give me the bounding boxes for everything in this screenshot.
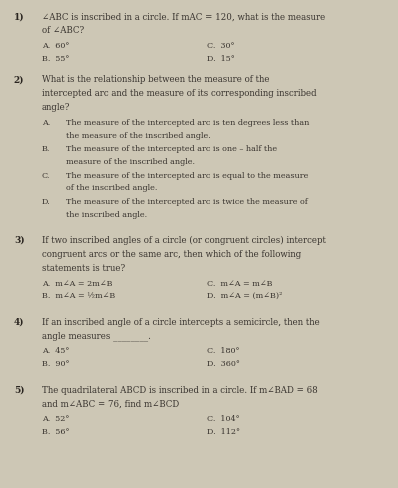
Text: B.  55°: B. 55° — [42, 55, 69, 62]
Text: angle measures ________.: angle measures ________. — [42, 332, 151, 341]
Text: B.  56°: B. 56° — [42, 428, 69, 436]
Text: B.: B. — [42, 145, 50, 153]
Text: The measure of the intercepted arc is one – half the: The measure of the intercepted arc is on… — [66, 145, 277, 153]
Text: The measure of the intercepted arc is ten degrees less than: The measure of the intercepted arc is te… — [66, 119, 309, 127]
Text: 3): 3) — [14, 236, 25, 245]
Text: If an inscribed angle of a circle intercepts a semicircle, then the: If an inscribed angle of a circle interc… — [42, 318, 320, 326]
Text: The measure of the intercepted arc is equal to the measure: The measure of the intercepted arc is eq… — [66, 172, 308, 180]
Text: B.  m∠A = ½m∠B: B. m∠A = ½m∠B — [42, 292, 115, 300]
Text: D.: D. — [42, 198, 51, 206]
Text: of ∠ABC?: of ∠ABC? — [42, 26, 84, 35]
Text: C.  30°: C. 30° — [207, 42, 234, 50]
Text: angle?: angle? — [42, 103, 70, 112]
Text: of the inscribed angle.: of the inscribed angle. — [66, 184, 157, 192]
Text: D.  m∠A = (m∠B)²: D. m∠A = (m∠B)² — [207, 292, 282, 300]
Text: 4): 4) — [14, 318, 24, 326]
Text: the inscribed angle.: the inscribed angle. — [66, 211, 147, 219]
Text: intercepted arc and the measure of its corresponding inscribed: intercepted arc and the measure of its c… — [42, 89, 316, 98]
Text: A.  m∠A = 2m∠B: A. m∠A = 2m∠B — [42, 280, 112, 287]
Text: A.  45°: A. 45° — [42, 347, 69, 355]
Text: and m∠ABC = 76, find m∠BCD: and m∠ABC = 76, find m∠BCD — [42, 400, 179, 408]
Text: The measure of the intercepted arc is twice the measure of: The measure of the intercepted arc is tw… — [66, 198, 307, 206]
Text: D.  360°: D. 360° — [207, 360, 240, 368]
Text: ∠ABC is inscribed in a circle. If mAC = 120, what is the measure: ∠ABC is inscribed in a circle. If mAC = … — [42, 12, 325, 21]
Text: the measure of the inscribed angle.: the measure of the inscribed angle. — [66, 132, 211, 140]
Text: D.  15°: D. 15° — [207, 55, 235, 62]
Text: B.  90°: B. 90° — [42, 360, 69, 368]
Text: C.  104°: C. 104° — [207, 415, 240, 423]
Text: If two inscribed angles of a circle (or congruent circles) intercept: If two inscribed angles of a circle (or … — [42, 236, 326, 245]
Text: 1): 1) — [14, 12, 25, 21]
Text: The quadrilateral ABCD is inscribed in a circle. If m∠BAD = 68: The quadrilateral ABCD is inscribed in a… — [42, 386, 318, 394]
Text: C.  180°: C. 180° — [207, 347, 240, 355]
Text: 2): 2) — [14, 75, 24, 84]
Text: D.  112°: D. 112° — [207, 428, 240, 436]
Text: What is the relationship between the measure of the: What is the relationship between the mea… — [42, 75, 269, 84]
Text: A.  60°: A. 60° — [42, 42, 69, 50]
Text: measure of the inscribed angle.: measure of the inscribed angle. — [66, 158, 195, 166]
Text: statements is true?: statements is true? — [42, 264, 125, 273]
Text: 5): 5) — [14, 386, 24, 394]
Text: C.  m∠A = m∠B: C. m∠A = m∠B — [207, 280, 273, 287]
Text: C.: C. — [42, 172, 50, 180]
Text: A.: A. — [42, 119, 50, 127]
Text: congruent arcs or the same arc, then which of the following: congruent arcs or the same arc, then whi… — [42, 250, 301, 259]
Text: A.  52°: A. 52° — [42, 415, 69, 423]
